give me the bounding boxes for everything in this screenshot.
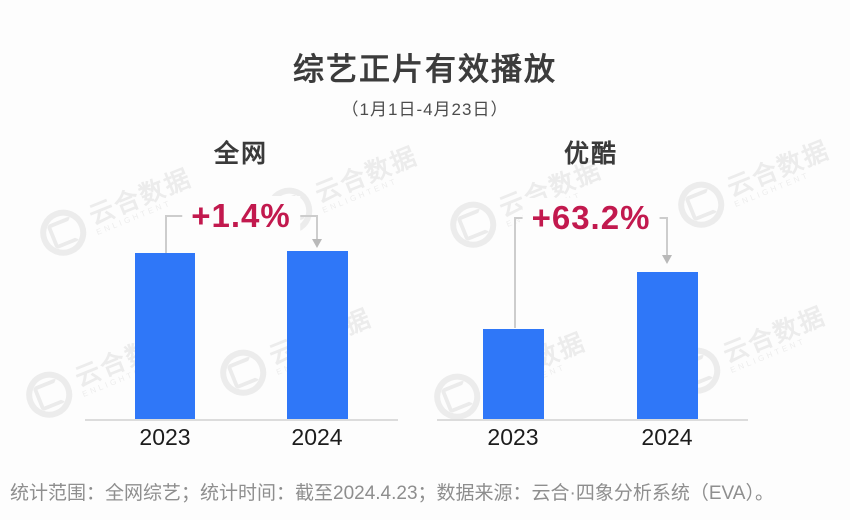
growth-label: +63.2% <box>522 198 660 238</box>
x-tick-label-2024: 2024 <box>291 424 343 450</box>
page-subtitle: （1月1日-4月23日） <box>341 100 509 119</box>
watermark-logo-icon <box>33 202 94 263</box>
watermark-logo-icon <box>213 342 274 403</box>
watermark-logo-icon <box>427 366 488 427</box>
bar-2023 <box>483 329 544 419</box>
growth-label: +1.4% <box>182 196 300 236</box>
page-title: 综艺正片有效播放 <box>293 52 557 87</box>
bracket-leg-right <box>316 215 318 240</box>
arrow-down-icon <box>662 255 672 264</box>
bar-2024 <box>637 272 698 419</box>
x-axis-line <box>85 419 398 421</box>
x-tick-label-2023: 2023 <box>139 424 191 450</box>
arrow-down-icon <box>312 239 322 248</box>
panel-title: 优酷 <box>563 140 619 168</box>
x-tick-label-2024: 2024 <box>641 424 693 450</box>
footer-note: 统计范围：全网综艺；统计时间：截至2024.4.23；数据来源：云合·四象分析系… <box>10 483 774 504</box>
watermark-logo-icon <box>671 174 732 235</box>
bar-2024 <box>287 251 348 419</box>
x-axis-line <box>437 419 748 421</box>
panel-title: 全网 <box>213 140 269 168</box>
bracket-leg-right <box>666 217 668 256</box>
watermark-logo-icon <box>443 194 504 255</box>
x-tick-label-2023: 2023 <box>487 424 539 450</box>
bracket-leg-left <box>514 217 516 328</box>
bar-2023 <box>135 253 195 419</box>
watermark-logo-icon <box>19 364 80 425</box>
bracket-leg-left <box>165 215 167 253</box>
